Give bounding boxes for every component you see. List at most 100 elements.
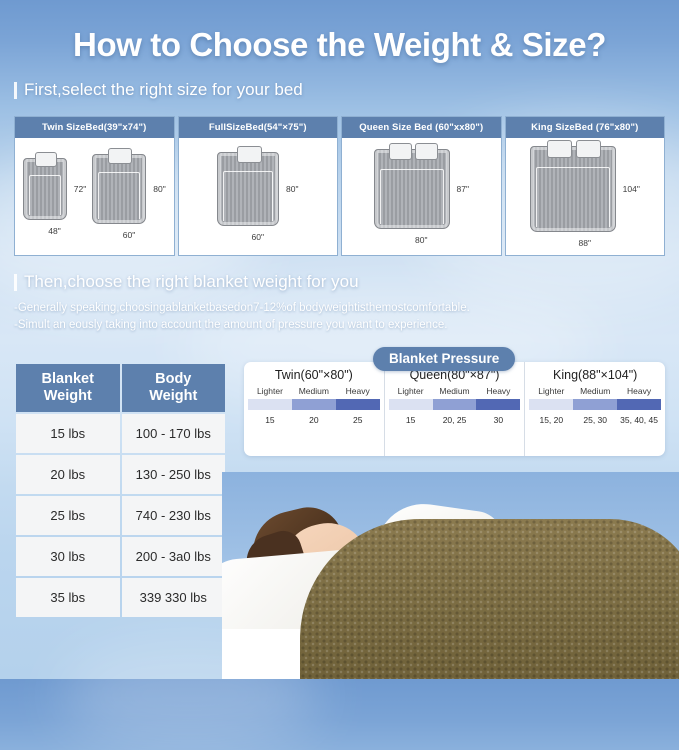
level-label-medium: Medium xyxy=(580,386,611,396)
table-row: 15 lbs 100 - 170 lbs xyxy=(16,414,225,453)
bed-height-label: 80" xyxy=(153,183,166,194)
accent-bar-icon xyxy=(14,81,17,99)
level-label-heavy: Heavy xyxy=(627,386,652,396)
value-medium: 20 xyxy=(309,415,319,425)
level-label-heavy: Heavy xyxy=(345,386,370,396)
bar-segment-heavy xyxy=(476,399,521,410)
bed-card-twin-illustration: 72" 48" 80" 60" xyxy=(15,138,174,255)
value-heavy: 30 xyxy=(493,415,504,425)
page-title: How to Choose the Weight & Size? xyxy=(73,26,606,63)
pressure-size-label: King(88"×104") xyxy=(553,368,638,382)
table-row: 20 lbs 130 - 250 lbs xyxy=(16,455,225,494)
bar-segment-medium xyxy=(291,399,336,410)
bed-size-panel-row: Twin SizeBed(39"x74") 72" 48" xyxy=(14,116,665,256)
pressure-gradient-bar xyxy=(529,399,662,410)
cell-blanket-weight: 15 lbs xyxy=(16,414,120,453)
weighted-blanket xyxy=(300,519,679,679)
level-label-lighter: Lighter xyxy=(397,386,424,396)
pressure-column-twin: Twin(60"×80") Lighter Medium Heavy 15 20… xyxy=(244,362,384,456)
bed-width-label: 48" xyxy=(48,225,61,236)
accent-bar-icon xyxy=(14,273,17,291)
pressure-values: 15, 20 25, 30 35, 40, 45 xyxy=(525,410,665,425)
section-heading-size-label: First,select the right size for your bed xyxy=(24,80,303,99)
pressure-size-label: Twin(60"×80") xyxy=(274,368,353,382)
table-row: 30 lbs 200 - 3а0 lbs xyxy=(16,537,225,576)
cell-blanket-weight: 30 lbs xyxy=(16,537,120,576)
bed-card-full-illustration: 80" 60" xyxy=(179,138,338,255)
guidance-note-2: -Simult an eously taking into account th… xyxy=(14,319,448,331)
bar-segment-heavy xyxy=(617,399,662,410)
bar-segment-lighter xyxy=(248,399,292,410)
value-lighter: 15, 20 xyxy=(539,415,564,425)
section-heading-weight-label: Then,choose the right blanket weight for… xyxy=(24,272,359,291)
column-header-blanket-weight: Blanket Weight xyxy=(16,364,120,412)
pressure-column-king: King(88"×104") Lighter Medium Heavy 15, … xyxy=(524,362,665,456)
pressure-level-labels: Lighter Medium Heavy xyxy=(385,386,525,396)
bed-card-queen: Queen Size Bed (60"xx80") 87" 80" xyxy=(341,116,502,256)
cell-body-weight: 100 - 170 lbs xyxy=(121,414,225,453)
level-label-medium: Medium xyxy=(439,386,470,396)
level-label-medium: Medium xyxy=(298,386,329,396)
bed-diagram: 80" 60" xyxy=(92,147,166,240)
bed-height-label: 80" xyxy=(286,183,299,194)
lifestyle-photo xyxy=(222,472,679,679)
bed-card-king: King SizeBed (76"x80") 104" 88" xyxy=(504,116,665,256)
value-lighter: 15 xyxy=(265,415,275,425)
blanket-pressure-badge: Blanket Pressure xyxy=(373,347,516,371)
bed-card-king-illustration: 104" 88" xyxy=(506,138,665,255)
table-header-row: Blanket Weight Body Weight xyxy=(16,364,225,412)
pressure-level-labels: Lighter Medium Heavy xyxy=(525,386,665,396)
bar-segment-lighter xyxy=(388,399,433,410)
bed-width-label: 80" xyxy=(415,234,428,245)
bar-segment-lighter xyxy=(529,399,574,410)
bed-height-label: 72" xyxy=(73,183,87,194)
pressure-column-queen: Queen(80"×87") Lighter Medium Heavy 15 2… xyxy=(383,362,525,456)
level-label-heavy: Heavy xyxy=(486,386,511,396)
bar-segment-medium xyxy=(432,399,477,410)
pressure-values: 15 20 25 xyxy=(244,410,384,425)
cell-body-weight: 130 - 250 lbs xyxy=(121,455,225,494)
bed-height-label: 104" xyxy=(622,183,640,194)
bar-segment-heavy xyxy=(335,399,380,410)
bed-card-full-caption: FullSizeBed(54"×75") xyxy=(178,117,337,138)
level-label-lighter: Lighter xyxy=(256,386,283,396)
bed-card-king-caption: King SizeBed (76"x80") xyxy=(505,117,664,138)
pressure-values: 15 20, 25 30 xyxy=(385,410,525,425)
cell-body-weight: 200 - 3а0 lbs xyxy=(121,537,225,576)
cell-blanket-weight: 20 lbs xyxy=(16,455,120,494)
bed-width-label: 60" xyxy=(122,229,136,240)
value-medium: 20, 25 xyxy=(442,415,467,425)
table-row: 35 lbs 339 330 lbs xyxy=(16,578,225,617)
bed-width-label: 60" xyxy=(251,231,264,242)
bed-height-label: 87" xyxy=(456,183,469,194)
bed-diagram: 80" 60" xyxy=(217,145,299,242)
value-heavy: 35, 40, 45 xyxy=(620,415,658,425)
blanket-pressure-panel: Twin(60"×80") Lighter Medium Heavy 15 20… xyxy=(244,362,665,456)
cell-body-weight: 740 - 230 lbs xyxy=(121,496,225,535)
section-heading-weight: Then,choose the right blanket weight for… xyxy=(14,272,359,292)
pressure-gradient-bar xyxy=(388,399,521,410)
bed-diagram: 87" 80" xyxy=(373,142,469,245)
table-row: 25 lbs 740 - 230 lbs xyxy=(16,496,225,535)
value-medium: 25, 30 xyxy=(583,415,607,425)
bed-card-twin-caption: Twin SizeBed(39"x74") xyxy=(15,117,174,138)
value-heavy: 25 xyxy=(352,415,363,425)
weight-recommendation-table: Blanket Weight Body Weight 15 lbs 100 - … xyxy=(14,362,227,619)
bed-diagram: 104" 88" xyxy=(529,139,640,248)
cell-blanket-weight: 35 lbs xyxy=(16,578,120,617)
value-lighter: 15 xyxy=(405,415,416,425)
level-label-lighter: Lighter xyxy=(538,386,565,396)
pressure-size-label: Queen(80"×87") xyxy=(409,368,500,382)
guidance-notes: -Generally speaking,choosingablanketbase… xyxy=(14,300,559,334)
cell-body-weight: 339 330 lbs xyxy=(121,578,225,617)
bed-card-full: FullSizeBed(54"×75") 80" 60" xyxy=(177,116,338,256)
bed-diagram: 72" 48" xyxy=(22,151,87,236)
cell-blanket-weight: 25 lbs xyxy=(16,496,120,535)
bed-width-label: 88" xyxy=(578,237,591,248)
pressure-level-labels: Lighter Medium Heavy xyxy=(244,386,384,396)
bed-card-queen-illustration: 87" 80" xyxy=(342,138,501,255)
guidance-note-1: -Generally speaking,choosingablanketbase… xyxy=(14,302,470,314)
pressure-gradient-bar xyxy=(248,399,380,410)
section-heading-size: First,select the right size for your bed xyxy=(14,80,303,100)
bar-segment-medium xyxy=(573,399,618,410)
